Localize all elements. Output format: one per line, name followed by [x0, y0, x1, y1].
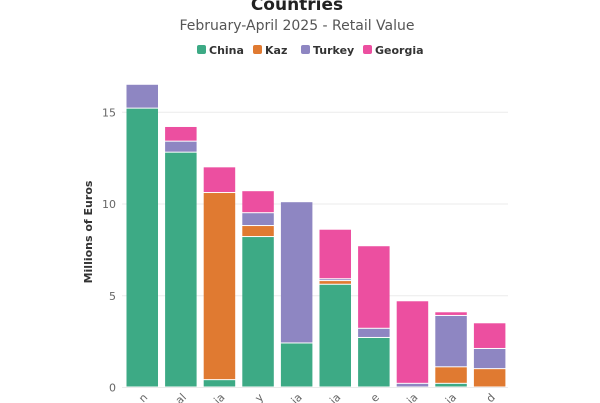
x-tick-label: al — [173, 391, 189, 403]
legend: China Kaz Turkey Georgia — [197, 44, 424, 57]
bar-segment-kaz — [242, 226, 274, 237]
bar-segment-turkey — [396, 383, 429, 387]
legend-label-georgia: Georgia — [375, 44, 424, 57]
legend-swatch-turkey — [301, 45, 310, 54]
bar-segment-china — [126, 108, 158, 387]
bar-segment-georgia — [319, 229, 351, 279]
bar-segment-turkey — [435, 315, 467, 367]
bar-segment-georgia — [435, 312, 467, 315]
bar-segment-georgia — [473, 323, 506, 348]
bar-segment-china — [280, 343, 313, 387]
y-axis-ticks: 0 5 10 15 — [102, 106, 116, 394]
x-tick-label: ia — [289, 391, 305, 403]
y-tick-label: 10 — [102, 198, 116, 211]
bar-segment-kaz — [319, 281, 351, 284]
bar-segment-georgia — [165, 126, 197, 141]
bar-segment-china — [435, 383, 467, 387]
x-tick-label: ia — [443, 391, 459, 403]
legend-label-kaz: Kaz — [265, 44, 287, 57]
legend-swatch-kaz — [253, 45, 262, 54]
x-tick-label: ia — [211, 391, 227, 403]
x-tick-label: ia — [327, 391, 343, 403]
y-tick-label: 5 — [109, 290, 116, 303]
bar-segment-china — [203, 380, 236, 387]
x-tick-label: d — [484, 391, 498, 403]
bar-segment-georgia — [242, 191, 274, 213]
x-axis-ticks: n al ia y ia ia e ia ia d — [136, 391, 498, 403]
x-tick-label: n — [136, 391, 150, 403]
x-tick-label: ia — [404, 391, 420, 403]
bar-segment-turkey — [280, 202, 313, 343]
legend-label-turkey: Turkey — [313, 44, 354, 57]
y-tick-label: 0 — [109, 382, 116, 395]
bar-segment-georgia — [203, 167, 236, 193]
bar-segment-kaz — [203, 193, 236, 380]
bar-segment-china — [242, 237, 274, 387]
bar-segment-china — [165, 152, 197, 387]
bar-segment-turkey — [319, 279, 351, 281]
bar-segment-georgia — [358, 246, 390, 328]
legend-swatch-georgia — [363, 45, 372, 54]
bar-segment-turkey — [242, 213, 274, 226]
chart-subtitle: February-April 2025 - Retail Value — [179, 18, 414, 34]
bars — [126, 84, 506, 387]
legend-swatch-china — [197, 45, 206, 54]
bar-segment-georgia — [396, 301, 429, 383]
bar-segment-china — [319, 284, 351, 387]
bar-segment-turkey — [165, 141, 197, 152]
x-tick-label: y — [252, 391, 266, 403]
y-tick-label: 15 — [102, 106, 116, 119]
x-tick-label: e — [368, 391, 382, 403]
bar-segment-kaz — [473, 369, 506, 387]
bar-segment-turkey — [126, 84, 158, 108]
bar-segment-china — [358, 337, 390, 387]
y-axis-label: Millions of Euros — [82, 180, 95, 283]
legend-label-china: China — [209, 44, 244, 57]
bar-segment-turkey — [473, 348, 506, 369]
bar-segment-turkey — [358, 328, 390, 337]
chart-title: Countries — [251, 0, 343, 15]
bar-segment-kaz — [435, 367, 467, 383]
